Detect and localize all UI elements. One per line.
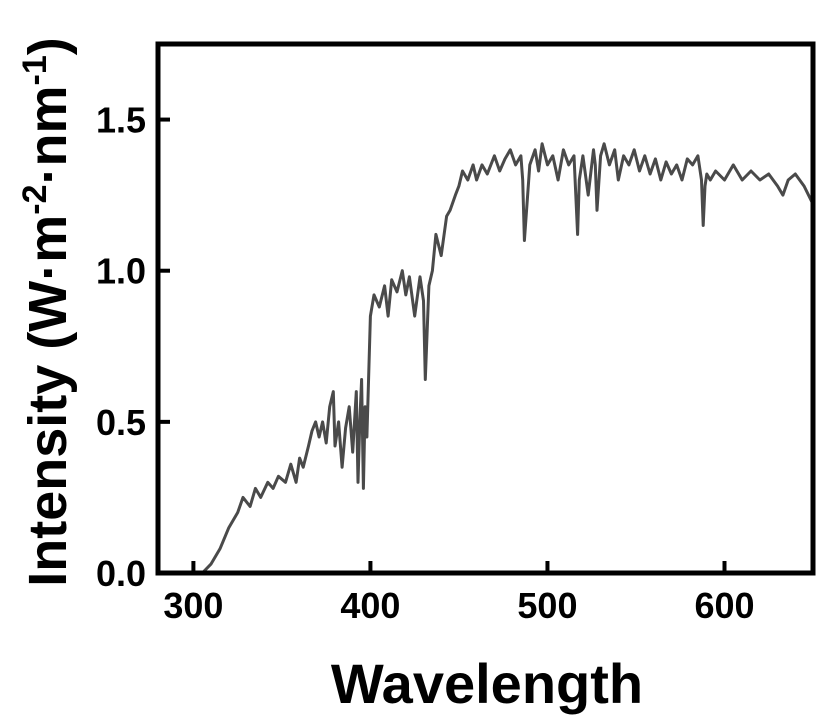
y-tick-label-0.5: 0.5 bbox=[96, 402, 146, 443]
series-line-solar-spectrum bbox=[200, 142, 815, 575]
y-tick-label-1.5: 1.5 bbox=[96, 100, 146, 141]
x-tick-label-400: 400 bbox=[340, 585, 400, 626]
y-axis-title-prefix: Intensity (W·m bbox=[18, 215, 78, 587]
plot-frame bbox=[155, 41, 816, 576]
y-tick-label-0.0: 0.0 bbox=[96, 553, 146, 594]
y-axis-title: Intensity (W·m-2·nm-1) bbox=[16, 37, 78, 586]
y-axis-title-exp1: -2 bbox=[16, 184, 54, 214]
x-tick-label-500: 500 bbox=[517, 585, 577, 626]
y-axis-title-suffix: ) bbox=[18, 37, 78, 55]
y-axis-title-middle: ·nm bbox=[18, 86, 78, 185]
axis-ticks bbox=[158, 117, 727, 575]
x-tick-label-300: 300 bbox=[163, 585, 223, 626]
axis-tick-labels: 300 400 500 600 0.0 0.5 1.0 1.5 bbox=[96, 100, 755, 626]
x-axis-title: Wavelength bbox=[331, 652, 643, 715]
y-tick-label-1.0: 1.0 bbox=[96, 251, 146, 292]
x-tick-label-600: 600 bbox=[694, 585, 754, 626]
y-axis-title-exp2: -1 bbox=[16, 55, 54, 85]
